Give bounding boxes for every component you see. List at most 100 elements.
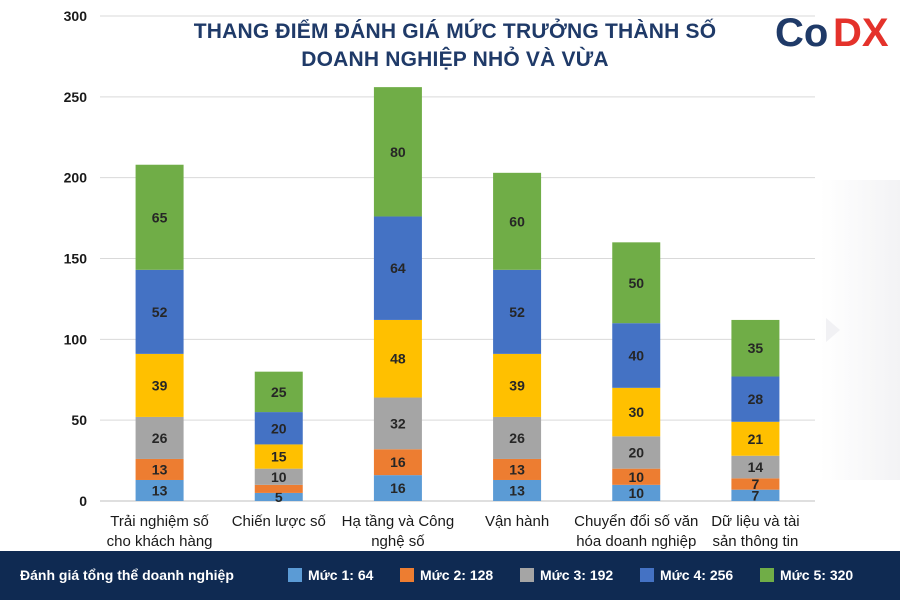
bar-segment (612, 436, 661, 469)
data-label: 20 (628, 445, 644, 461)
bar-segment (135, 164, 184, 270)
legend-label-level-2: Mức 2: 128 (420, 567, 494, 583)
bar-segment (135, 269, 184, 354)
legend-item-level-2: Mức 2: 128 (400, 567, 493, 583)
y-tick-label: 50 (71, 412, 87, 428)
y-tick-label: 250 (64, 89, 88, 105)
legend-item-level-5: Mức 5: 320 (760, 567, 853, 583)
data-label: 7 (752, 487, 760, 503)
bar-segment (493, 416, 542, 459)
y-tick-label: 200 (64, 170, 88, 186)
bar-segment (135, 416, 184, 459)
data-label: 5 (275, 489, 283, 505)
y-tick-label: 100 (64, 331, 88, 347)
x-tick-label: Vận hành (485, 513, 549, 530)
data-label: 13 (152, 461, 168, 477)
x-tick-label: Hạ tầng và Công (342, 513, 455, 530)
bar-segment (254, 444, 303, 469)
data-label: 39 (152, 377, 168, 393)
bar-segment (731, 489, 780, 501)
bar-segment (731, 319, 780, 377)
data-label: 52 (509, 304, 525, 320)
y-tick-label: 0 (79, 493, 87, 509)
legend-item-level-4: Mức 4: 256 (640, 567, 733, 583)
bar-segment (373, 319, 422, 398)
bar-segment (493, 353, 542, 417)
data-label: 20 (271, 420, 287, 436)
x-tick-label: Dữ liệu và tài (711, 513, 799, 530)
bar-segment (135, 353, 184, 417)
data-label: 65 (152, 209, 168, 225)
legend-item-level-3: Mức 3: 192 (520, 567, 613, 583)
x-tick-label: nghệ số (371, 533, 425, 550)
data-label: 30 (628, 404, 644, 420)
bar-segment (493, 269, 542, 354)
bar-segment (612, 387, 661, 437)
data-label: 40 (628, 348, 644, 364)
x-tick-label: hóa doanh nghiệp (576, 533, 696, 550)
x-tick-label: Chiến lược số (232, 513, 327, 530)
bar-segment (254, 412, 303, 445)
y-tick-label: 150 (64, 251, 88, 267)
data-label: 26 (152, 430, 168, 446)
bar-segment (254, 371, 303, 413)
data-label: 48 (390, 351, 406, 367)
legend-label-level-1: Mức 1: 64 (308, 567, 374, 583)
bar-segment (612, 242, 661, 324)
data-label: 35 (748, 340, 764, 356)
chart-title: THANG ĐIỂM ĐÁNH GIÁ MỨC TRƯỞNG THÀNH SỐ … (170, 18, 740, 74)
bar-segment (612, 484, 661, 501)
data-label: 16 (390, 454, 406, 470)
chevron-right-icon (826, 318, 840, 342)
legend-swatch-level-1 (288, 568, 302, 582)
data-label: 7 (752, 476, 760, 492)
data-label: 60 (509, 213, 525, 229)
bar-segment (731, 455, 780, 479)
bar-segment (612, 468, 661, 485)
bar-segment (373, 216, 422, 320)
bar-segment (373, 475, 422, 501)
legend-label-level-3: Mức 3: 192 (540, 567, 614, 583)
bar-segment (135, 458, 184, 480)
bar-segment (373, 449, 422, 476)
data-label: 15 (271, 449, 287, 465)
data-label: 10 (628, 469, 644, 485)
bar-segment (731, 421, 780, 456)
x-tick-label: Trải nghiệm số (110, 513, 209, 530)
bar-segment (493, 458, 542, 480)
data-label: 80 (390, 144, 406, 160)
legend-label-level-4: Mức 4: 256 (660, 567, 734, 583)
data-label: 14 (748, 459, 764, 475)
data-label: 52 (152, 304, 168, 320)
codx-logo: Co DX (775, 11, 889, 54)
chart-title-line-2: DOANH NGHIỆP NHỎ VÀ VỪA (301, 48, 609, 71)
footer-bar: Đánh giá tổng thể doanh nghiệp Mức 1: 64… (0, 551, 900, 600)
y-tick-label: 300 (64, 8, 88, 24)
x-tick-label: Chuyển đổi số văn (574, 513, 698, 530)
logo-dx-text: DX (833, 11, 889, 54)
bar-segment (254, 468, 303, 485)
bar-segment (135, 479, 184, 501)
bar-segment (731, 478, 780, 490)
bar-segment (254, 492, 303, 501)
data-label: 10 (628, 485, 644, 501)
data-label: 10 (271, 469, 287, 485)
bar-segment (373, 87, 422, 217)
data-label: 21 (748, 431, 764, 447)
data-label: 39 (509, 377, 525, 393)
legend-item-level-1: Mức 1: 64 (288, 567, 373, 583)
data-label: 64 (390, 260, 406, 276)
logo-co-text: Co (775, 11, 828, 54)
data-label: 13 (509, 482, 525, 498)
data-label: 25 (271, 384, 287, 400)
bar-segment (254, 484, 303, 493)
data-label: 16 (390, 480, 406, 496)
legend-swatch-level-4 (640, 568, 654, 582)
bar-segment (493, 172, 542, 270)
bar-segment (731, 376, 780, 422)
x-tick-label: sản thông tin (712, 533, 798, 550)
data-label: 28 (748, 391, 764, 407)
chart-title-line-1: THANG ĐIỂM ĐÁNH GIÁ MỨC TRƯỞNG THÀNH SỐ (193, 20, 717, 43)
data-label: 13 (509, 461, 525, 477)
